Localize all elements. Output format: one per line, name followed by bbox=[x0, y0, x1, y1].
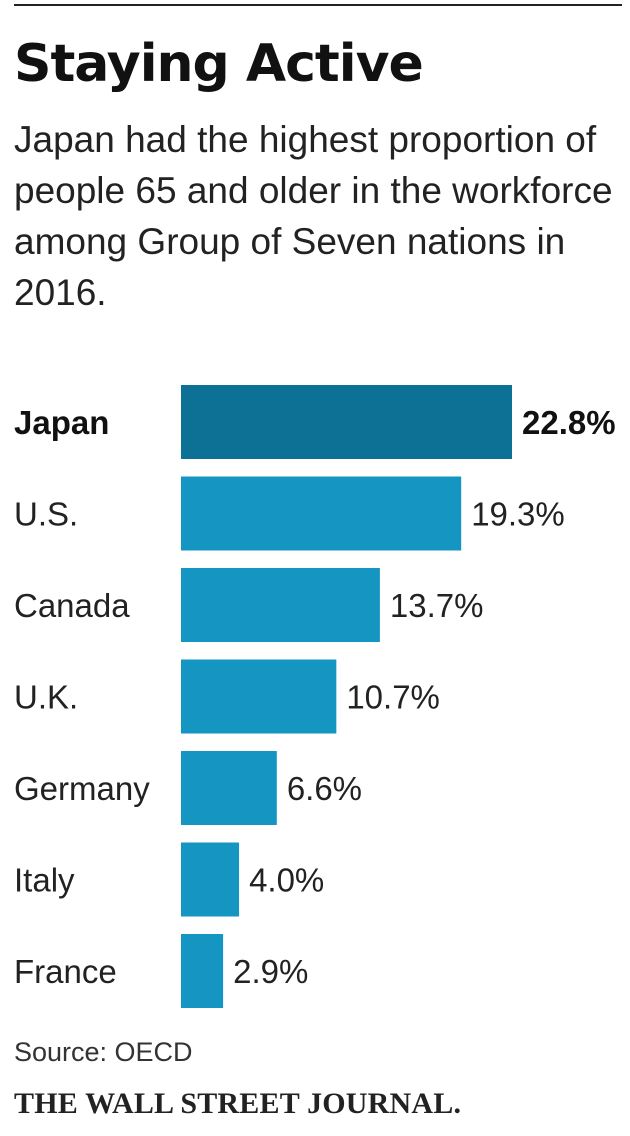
bar-u-k bbox=[181, 659, 337, 734]
category-label-u-k: U.K. bbox=[14, 679, 78, 716]
bar-chart: Japan 22.8% U.S. 19.3% Canada 13.7% U.K. 10.7% G… bbox=[14, 385, 616, 1008]
top-rule bbox=[14, 4, 622, 6]
bar-france bbox=[181, 934, 224, 1008]
chart-title: Staying Active bbox=[14, 34, 424, 94]
value-label-germany: 6.6% bbox=[287, 770, 362, 807]
value-label-france: 2.9% bbox=[233, 953, 308, 990]
value-label-u-k: 10.7% bbox=[346, 679, 440, 716]
value-label-japan: 22.8% bbox=[522, 404, 616, 441]
category-label-germany: Germany bbox=[14, 770, 150, 807]
category-label-japan: Japan bbox=[14, 404, 109, 441]
publisher-logo: THE WALL STREET JOURNAL. bbox=[14, 1087, 462, 1120]
category-label-france: France bbox=[14, 953, 117, 990]
value-label-u-s: 19.3% bbox=[471, 496, 565, 533]
value-label-italy: 4.0% bbox=[249, 862, 324, 899]
chart-subtitle: Japan had the highest proportion of peop… bbox=[14, 119, 613, 313]
bar-germany bbox=[181, 751, 277, 825]
category-label-italy: Italy bbox=[14, 862, 75, 899]
category-label-u-s: U.S. bbox=[14, 496, 78, 533]
source-note: Source: OECD bbox=[14, 1037, 193, 1067]
bar-canada bbox=[181, 568, 380, 642]
value-label-canada: 13.7% bbox=[390, 587, 484, 624]
category-label-canada: Canada bbox=[14, 587, 130, 624]
bar-u-s bbox=[181, 476, 462, 551]
bar-japan bbox=[181, 385, 512, 459]
bar-italy bbox=[181, 842, 240, 917]
